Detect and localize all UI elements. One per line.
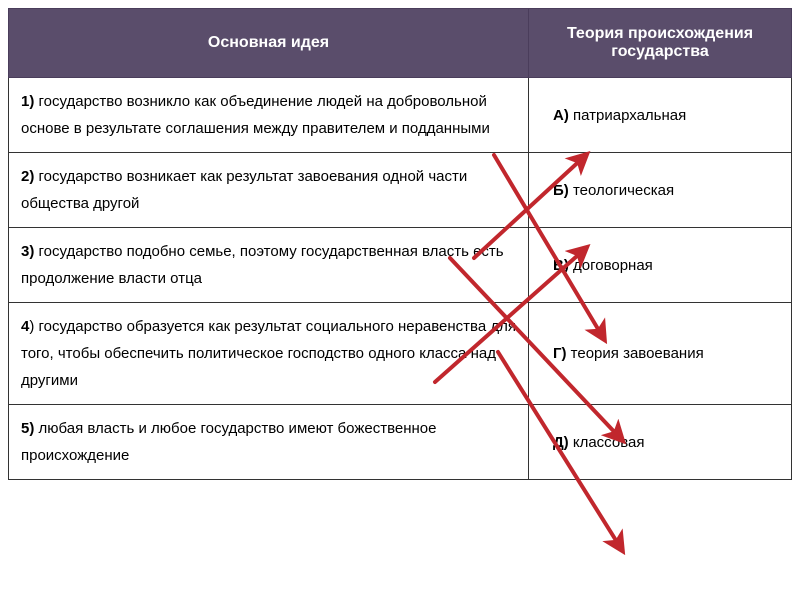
theory-letter-3: В) <box>553 257 569 274</box>
theory-letter-2: Б) <box>553 182 569 199</box>
theory-cell-1: А) патриархальная <box>529 78 792 153</box>
idea-num-1: 1) <box>21 93 34 110</box>
idea-text-5: любая власть и любое государство имеют б… <box>21 420 436 464</box>
theory-cell-3: В) договорная <box>529 228 792 303</box>
table-row: 2) государство возникает как результат з… <box>9 153 792 228</box>
table-row: 1) государство возникло как объединение … <box>9 78 792 153</box>
theory-cell-4: Г) теория завоевания <box>529 303 792 405</box>
table-row: 4) государство образуется как результат … <box>9 303 792 405</box>
idea-cell-5: 5) любая власть и любое государство имею… <box>9 405 529 480</box>
header-theory: Теория происхождения государства <box>529 9 792 78</box>
idea-num-3: 3) <box>21 243 34 260</box>
table-row: 3) государство подобно семье, поэтому го… <box>9 228 792 303</box>
theory-text-2: теологическая <box>569 182 674 199</box>
theory-letter-5: Д) <box>553 434 569 451</box>
idea-text-3: государство подобно семье, поэтому госуд… <box>21 243 504 287</box>
theory-text-1: патриархальная <box>569 107 686 124</box>
theory-cell-5: Д) классовая <box>529 405 792 480</box>
idea-cell-2: 2) государство возникает как результат з… <box>9 153 529 228</box>
matching-table: Основная идея Теория происхождения госуд… <box>8 8 792 480</box>
idea-cell-4: 4) государство образуется как результат … <box>9 303 529 405</box>
theory-letter-4: Г) <box>553 345 567 362</box>
theory-text-4: теория завоевания <box>567 345 704 362</box>
idea-text-4: ) государство образуется как результат с… <box>21 318 516 389</box>
idea-text-2: государство возникает как результат заво… <box>21 168 467 212</box>
idea-cell-1: 1) государство возникло как объединение … <box>9 78 529 153</box>
idea-cell-3: 3) государство подобно семье, поэтому го… <box>9 228 529 303</box>
theory-cell-2: Б) теологическая <box>529 153 792 228</box>
idea-num-2: 2) <box>21 168 34 185</box>
table-row: 5) любая власть и любое государство имею… <box>9 405 792 480</box>
idea-text-1: государство возникло как объединение люд… <box>21 93 490 137</box>
theory-text-3: договорная <box>569 257 653 274</box>
theory-text-5: классовая <box>569 434 645 451</box>
idea-num-5: 5) <box>21 420 34 437</box>
header-idea: Основная идея <box>9 9 529 78</box>
table: Основная идея Теория происхождения госуд… <box>8 8 792 480</box>
theory-letter-1: А) <box>553 107 569 124</box>
